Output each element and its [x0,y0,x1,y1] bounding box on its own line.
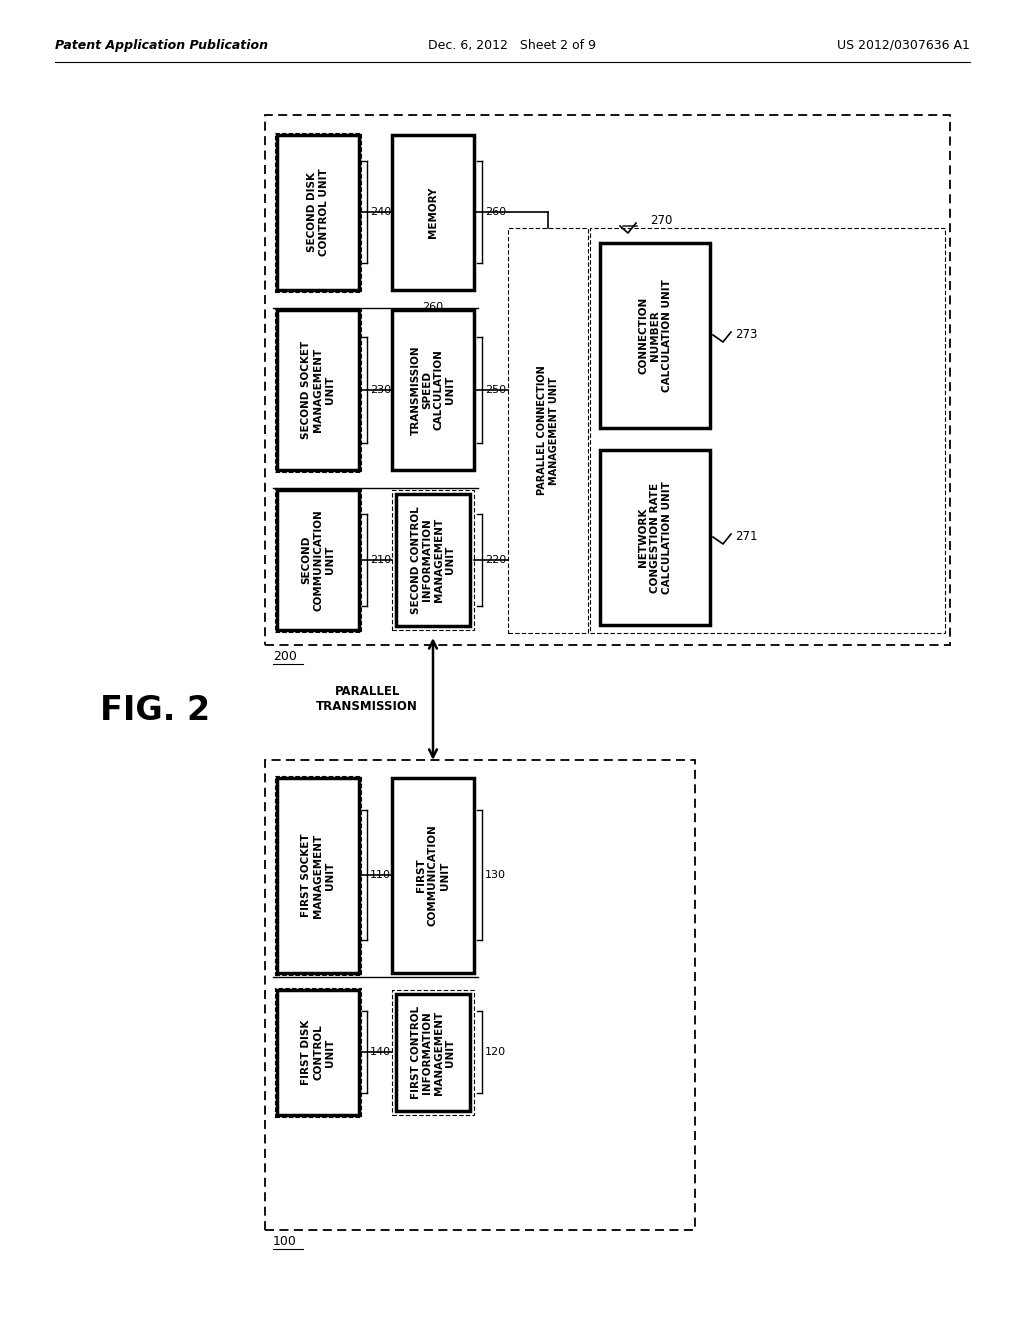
Text: 270: 270 [650,214,673,227]
Text: 120: 120 [485,1047,506,1057]
Text: SECOND CONTROL
INFORMATION
MANAGEMENT
UNIT: SECOND CONTROL INFORMATION MANAGEMENT UN… [411,506,456,614]
Bar [275,308,361,473]
Bar [278,310,359,470]
Text: 260: 260 [485,207,506,216]
Text: SECOND SOCKET
MANAGEMENT
UNIT: SECOND SOCKET MANAGEMENT UNIT [301,341,335,440]
Text: 100: 100 [273,1236,297,1247]
Bar [508,228,588,634]
Bar [275,987,361,1117]
Bar [396,494,470,626]
Text: 220: 220 [485,554,506,565]
Bar [275,133,361,292]
Bar [275,776,361,975]
Text: 200: 200 [273,649,297,663]
Text: 210: 210 [370,554,391,565]
Text: FIG. 2: FIG. 2 [100,693,210,726]
Text: 130: 130 [485,870,506,880]
Bar [392,310,474,470]
Bar [392,777,474,973]
Text: SECOND DISK
CONTROL UNIT: SECOND DISK CONTROL UNIT [307,169,329,256]
Bar [265,760,695,1230]
Text: 110: 110 [370,870,391,880]
Bar [396,994,470,1111]
Text: FIRST SOCKET
MANAGEMENT
UNIT: FIRST SOCKET MANAGEMENT UNIT [301,833,335,917]
Bar [278,990,359,1115]
Text: SECOND
COMMUNICATION
UNIT: SECOND COMMUNICATION UNIT [301,510,335,611]
Text: 271: 271 [735,531,758,544]
Text: FIRST DISK
CONTROL
UNIT: FIRST DISK CONTROL UNIT [301,1020,335,1085]
Text: 250: 250 [485,385,506,395]
Text: Patent Application Publication: Patent Application Publication [55,38,268,51]
Text: MEMORY: MEMORY [428,187,438,238]
Text: PARALLEL CONNECTION
MANAGEMENT UNIT: PARALLEL CONNECTION MANAGEMENT UNIT [538,366,559,495]
Text: 230: 230 [370,385,391,395]
Bar [278,490,359,630]
Text: NETWORK
CONGESTION RATE
CALCULATION UNIT: NETWORK CONGESTION RATE CALCULATION UNIT [638,480,672,594]
Bar [600,450,710,624]
Bar [590,228,945,634]
Bar [265,115,950,645]
Text: US 2012/0307636 A1: US 2012/0307636 A1 [838,38,970,51]
Text: 140: 140 [370,1047,391,1057]
Text: FIRST CONTROL
INFORMATION
MANAGEMENT
UNIT: FIRST CONTROL INFORMATION MANAGEMENT UNI… [411,1006,456,1100]
Bar [275,488,361,632]
Bar [392,490,474,630]
Bar [278,135,359,290]
Text: PARALLEL
TRANSMISSION: PARALLEL TRANSMISSION [316,685,418,713]
Bar [392,135,474,290]
Text: 260: 260 [423,302,443,312]
Text: FIRST
COMMUNICATION
UNIT: FIRST COMMUNICATION UNIT [417,825,450,927]
Text: 240: 240 [370,207,391,216]
Bar [600,243,710,428]
Text: 273: 273 [735,329,758,342]
Text: CONNECTION
NUMBER
CALCULATION UNIT: CONNECTION NUMBER CALCULATION UNIT [638,279,672,392]
Bar [278,777,359,973]
Text: TRANSMISSION
SPEED
CALCULATION
UNIT: TRANSMISSION SPEED CALCULATION UNIT [411,346,456,434]
Bar [392,990,474,1115]
Text: Dec. 6, 2012   Sheet 2 of 9: Dec. 6, 2012 Sheet 2 of 9 [428,38,596,51]
